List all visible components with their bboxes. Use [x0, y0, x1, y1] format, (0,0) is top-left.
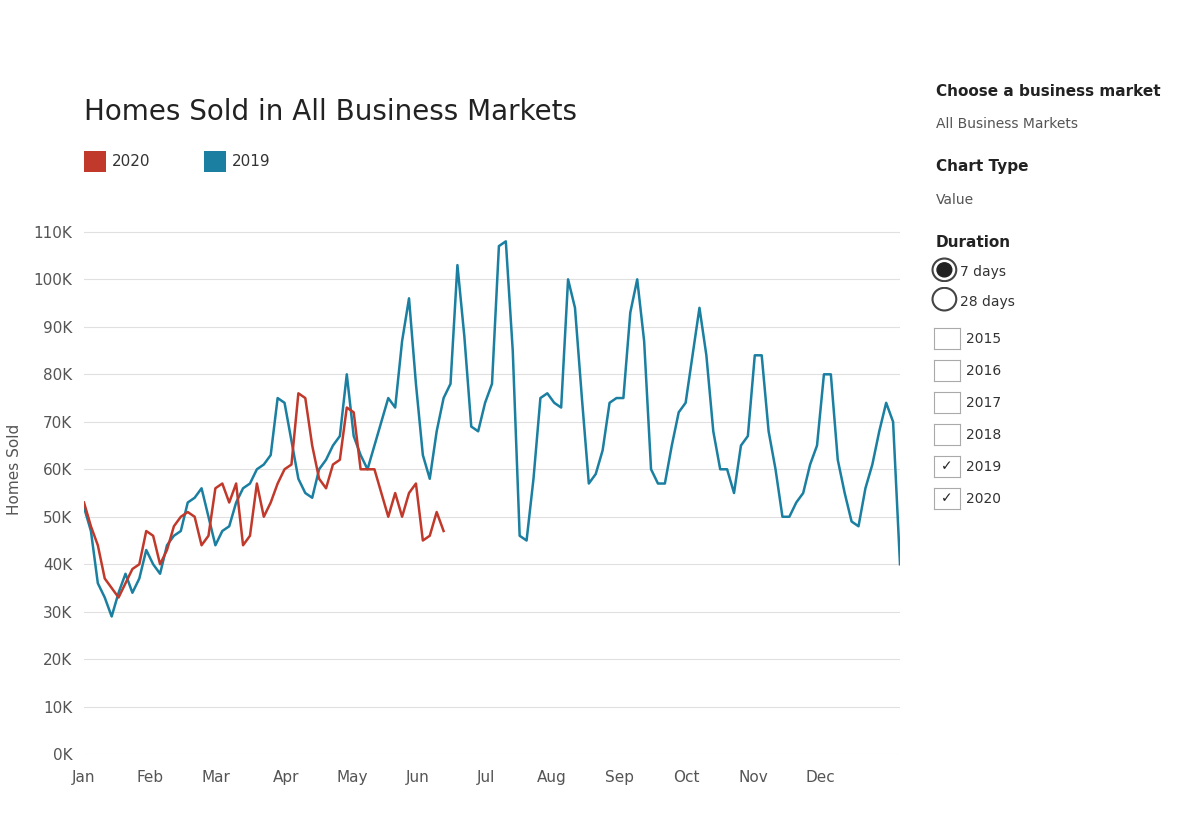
- Text: Homes Sold in All Business Markets: Homes Sold in All Business Markets: [84, 98, 577, 126]
- Text: 28 days: 28 days: [960, 295, 1015, 308]
- Text: 2016: 2016: [966, 365, 1001, 378]
- Text: Value: Value: [936, 193, 974, 207]
- Text: 2015: 2015: [966, 333, 1001, 346]
- Text: Choose a business market: Choose a business market: [936, 84, 1160, 99]
- Y-axis label: Homes Sold: Homes Sold: [7, 424, 23, 515]
- Text: ✓: ✓: [941, 459, 953, 473]
- Text: 2020: 2020: [966, 492, 1001, 505]
- Text: 2020: 2020: [112, 154, 150, 169]
- Text: 7 days: 7 days: [960, 266, 1006, 279]
- Text: All Business Markets: All Business Markets: [936, 117, 1078, 132]
- Text: Chart Type: Chart Type: [936, 159, 1028, 174]
- Text: ✓: ✓: [941, 491, 953, 505]
- Text: 2019: 2019: [232, 154, 270, 169]
- Text: 2017: 2017: [966, 396, 1001, 410]
- Text: 2019: 2019: [966, 460, 1001, 473]
- Text: Duration: Duration: [936, 235, 1012, 250]
- Circle shape: [937, 263, 952, 277]
- Text: 2018: 2018: [966, 428, 1001, 442]
